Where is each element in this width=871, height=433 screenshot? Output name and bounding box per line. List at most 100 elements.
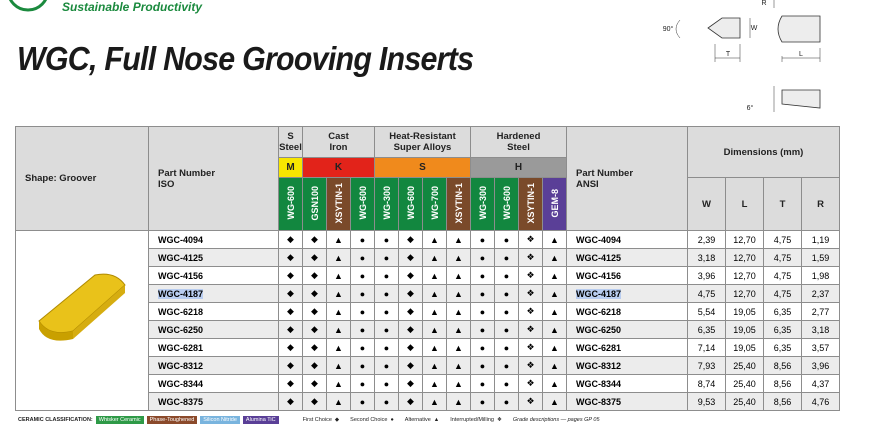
grade-symbol: ◆	[398, 248, 423, 267]
dimension: 4,76	[801, 392, 840, 411]
shape-cell	[15, 230, 149, 411]
iso-code: H	[470, 157, 567, 178]
part-number: WGC-6281	[576, 342, 622, 353]
dimension: 19,05	[725, 302, 764, 321]
part-number-ansi: WGC-8344	[566, 374, 688, 393]
grade-symbol: ●	[494, 266, 519, 285]
grade-label: XSYTIN-1	[333, 182, 344, 224]
grade-symbol: ●	[494, 284, 519, 303]
part-number-ansi: WGC-4125	[566, 248, 688, 267]
grade-symbol: ❖	[518, 392, 543, 411]
grade-symbol: ▲	[542, 374, 567, 393]
grade-symbol: ▲	[446, 374, 471, 393]
dimension: 6,35	[763, 338, 802, 357]
grade-symbol: ●	[470, 248, 495, 267]
part-number: WGC-6218	[158, 306, 204, 317]
grade-symbol: ●	[374, 302, 399, 321]
part-number: WGC-4094	[576, 234, 622, 245]
symbol: ❖	[496, 417, 502, 423]
symbol-name: Alternative	[404, 417, 431, 423]
grade-symbol: ▲	[542, 356, 567, 375]
part-number-iso: WGC-6250	[148, 320, 279, 339]
grade-symbol: ▲	[326, 356, 351, 375]
grade-symbol: ▲	[422, 320, 447, 339]
grade-symbol: ▲	[326, 320, 351, 339]
grade-symbol: ▲	[326, 266, 351, 285]
dimension: 4,75	[687, 284, 726, 303]
grade-symbol: ▲	[446, 248, 471, 267]
grade-symbol: ●	[374, 392, 399, 411]
grade-symbol: ▲	[422, 338, 447, 357]
grade-symbol: ▲	[326, 230, 351, 249]
part-number-iso: WGC-6218	[148, 302, 279, 321]
grade-symbol: ❖	[518, 266, 543, 285]
dimension: 6,35	[763, 302, 802, 321]
part-number: WGC-4187	[158, 288, 204, 299]
grade-symbol: ❖	[518, 374, 543, 393]
grade-label: WG-600	[405, 186, 416, 220]
grade-symbol: ◆	[278, 302, 303, 321]
iso-code: S	[374, 157, 471, 178]
grade-symbol: ◆	[278, 374, 303, 393]
grade-symbol: ◆	[398, 230, 423, 249]
part-number: WGC-4156	[576, 270, 622, 281]
grade-symbol: ▲	[542, 230, 567, 249]
grade-symbol: ●	[494, 374, 519, 393]
grade-symbol: ◆	[398, 302, 423, 321]
symbol: ●	[390, 417, 394, 423]
material-group: Hardened Steel	[470, 126, 567, 158]
grade-symbol: ●	[374, 266, 399, 285]
part-number: WGC-6218	[576, 306, 622, 317]
dimension: 12,70	[725, 230, 764, 249]
part-number-iso: WGC-4094	[148, 230, 279, 249]
dimension: 6,35	[687, 320, 726, 339]
insert-diagram: 90° R W T L 6°	[663, 0, 821, 112]
grade-symbol: ▲	[446, 230, 471, 249]
grade-symbol: ◆	[398, 338, 423, 357]
thickness-label: T	[726, 51, 731, 58]
grade-symbol: ●	[494, 320, 519, 339]
dimension: 9,53	[687, 392, 726, 411]
dim-column: L	[725, 177, 764, 231]
grade-symbol: ●	[350, 266, 375, 285]
grade-symbol: ◆	[398, 356, 423, 375]
grade-symbol: ●	[350, 356, 375, 375]
part-number-iso: WGC-8344	[148, 374, 279, 393]
dimension: 4,75	[763, 266, 802, 285]
part-number: WGC-8375	[158, 396, 204, 407]
grade-name: XSYTIN-1	[326, 177, 351, 231]
part-number: WGC-4187	[576, 288, 622, 299]
grade-label: GEM-8	[549, 188, 560, 218]
part-number: WGC-6281	[158, 342, 204, 353]
grade-symbol: ❖	[518, 284, 543, 303]
table-row: WGC-4125 ◆ ◆ ▲ ● ● ◆ ▲ ▲ ● ● ❖ ▲ WGC-4125 3,18 12,70 4,7…	[16, 248, 840, 267]
dimension: 3,18	[801, 320, 840, 339]
part-number: WGC-8375	[576, 396, 622, 407]
symbol-name: First Choice	[302, 417, 332, 423]
iso-code: M	[278, 157, 303, 178]
part-number-ansi: WGC-6250	[566, 320, 688, 339]
grade-symbol: ◆	[278, 230, 303, 249]
grade-symbol: ▲	[542, 266, 567, 285]
table-row: WGC-8375 ◆ ◆ ▲ ● ● ◆ ▲ ▲ ● ● ❖ ▲ WGC-8375 9,53 25,40 8,5…	[16, 392, 840, 411]
grade-symbol: ●	[374, 248, 399, 267]
part-number: WGC-4125	[158, 252, 204, 263]
grade-name: GSN100	[302, 177, 327, 231]
dimension: 8,74	[687, 374, 726, 393]
part-number: WGC-4125	[576, 252, 622, 263]
grade-symbol: ▲	[422, 284, 447, 303]
grade-symbol: ◆	[398, 284, 423, 303]
grade-symbol: ◆	[278, 338, 303, 357]
dimension: 19,05	[725, 320, 764, 339]
header-line: Part Number	[158, 167, 216, 179]
grade-symbol: ❖	[518, 302, 543, 321]
grade-symbol: ◆	[302, 266, 327, 285]
header-line: Iron	[329, 142, 348, 153]
grade-symbol: ❖	[518, 338, 543, 357]
grade-symbol: ◆	[278, 320, 303, 339]
grade-note: Grade descriptions — pages GP 05	[512, 417, 600, 423]
grade-name: WG-600	[398, 177, 423, 231]
grade-symbol: ●	[374, 338, 399, 357]
part-number-ansi: WGC-4094	[566, 230, 688, 249]
